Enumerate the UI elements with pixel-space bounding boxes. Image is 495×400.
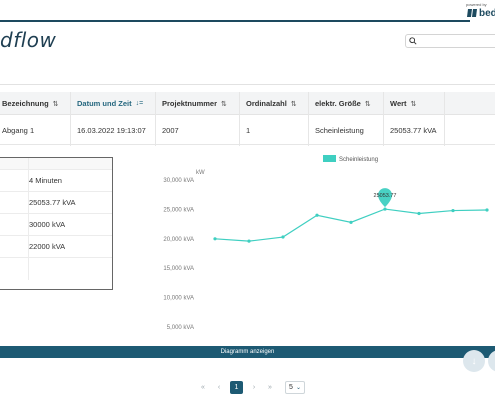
- cell-datum-und-zeit: 16.03.2022 19:13:07: [77, 125, 146, 135]
- brand-mark-icon: [467, 9, 477, 17]
- data-point: [315, 213, 319, 217]
- col-ordinalzahl[interactable]: Ordinalzahl ⇅: [246, 92, 297, 115]
- detail-value: 22000 kVA: [29, 242, 66, 251]
- detail-value: 4 Minuten: [29, 176, 62, 185]
- detail-value: 30000 kVA: [29, 220, 66, 229]
- detail-divider: [28, 236, 29, 257]
- series-line: [214, 208, 488, 242]
- next-page-button[interactable]: ›: [252, 383, 256, 391]
- detail-row: 4 Minuten: [0, 170, 112, 192]
- detail-row: 25053.77 kVA: [0, 192, 112, 214]
- table-row[interactable]: Abgang 1 16.03.2022 19:13:07 2007 1 Sche…: [0, 115, 495, 145]
- data-point: [485, 208, 489, 212]
- last-page-button[interactable]: »: [268, 383, 272, 391]
- column-divider: [155, 92, 156, 146]
- line-chart: Scheinleistung kW 5,000 kVA 10,000 kVA 15,00…: [150, 150, 495, 342]
- brand-name: bed: [479, 7, 495, 19]
- cell-bezeichnung: Abgang 1: [2, 125, 35, 135]
- y-tick-label: 15,000 kVA: [163, 266, 194, 272]
- search-input[interactable]: [419, 36, 489, 46]
- column-label: Projektnummer: [162, 99, 218, 108]
- sort-icon[interactable]: ⇅: [290, 100, 297, 108]
- prev-page-button[interactable]: ‹: [217, 383, 221, 391]
- sort-icon[interactable]: ⇅: [410, 100, 417, 108]
- y-axis-label: kW: [196, 170, 205, 176]
- col-bezeichnung[interactable]: Bezeichnung ⇅: [2, 92, 59, 115]
- col-wert[interactable]: Wert ⇅: [390, 92, 416, 115]
- detail-divider: [28, 214, 29, 235]
- sort-icon[interactable]: ⇅: [364, 100, 371, 108]
- column-divider: [308, 92, 309, 146]
- detail-panel: 4 Minuten 25053.77 kVA 30000 kVA 22000 k…: [0, 157, 113, 290]
- measurements-table: Bezeichnung ⇅ Datum und Zeit ↓= Projektn…: [0, 92, 495, 146]
- scroll-down-button[interactable]: ↓: [463, 350, 485, 372]
- cell-elektr-groesse: Scheinleistung: [315, 125, 364, 135]
- sort-icon[interactable]: ⇅: [221, 100, 227, 108]
- powered-by-text: powered by: [466, 2, 487, 7]
- col-datum-und-zeit[interactable]: Datum und Zeit ↓=: [77, 92, 143, 115]
- detail-divider: [28, 192, 29, 213]
- y-tick-label: 25,000 kVA: [163, 207, 194, 213]
- detail-divider: [28, 158, 29, 170]
- column-divider: [70, 92, 71, 146]
- chevron-down-icon: ⌄: [295, 384, 301, 391]
- brand-logo[interactable]: bed: [467, 7, 495, 19]
- data-point: [451, 208, 455, 213]
- detail-value: 25053.77 kVA: [29, 198, 76, 207]
- detail-row: [0, 258, 112, 280]
- data-point: [281, 235, 285, 239]
- column-divider: [444, 92, 445, 146]
- detail-row: 22000 kVA: [0, 236, 112, 258]
- detail-row: [0, 158, 112, 170]
- column-label: Wert: [390, 99, 407, 108]
- data-point: [247, 239, 251, 243]
- top-bar: powered by bed: [0, 0, 495, 22]
- y-tick-label: 10,000 kVA: [163, 296, 194, 302]
- app-logo[interactable]: dflow: [0, 28, 57, 52]
- data-point: [213, 237, 217, 241]
- top-rule: [0, 20, 470, 22]
- header-divider: [0, 84, 495, 85]
- legend-swatch: [323, 155, 336, 162]
- sort-icon[interactable]: ⇅: [52, 100, 59, 108]
- column-label: Ordinalzahl: [246, 99, 287, 108]
- col-projektnummer[interactable]: Projektnummer ⇅: [162, 92, 227, 115]
- scroll-up-button[interactable]: [488, 350, 495, 372]
- show-chart-button[interactable]: Diagramm anzeigen: [0, 346, 495, 358]
- detail-divider: [28, 258, 29, 280]
- cell-ordinalzahl: 1: [246, 125, 251, 135]
- y-tick-label: 30,000 kVA: [163, 178, 194, 184]
- column-divider: [383, 92, 384, 146]
- data-point: [383, 207, 387, 211]
- chart-canvas: Scheinleistung kW 5,000 kVA 10,000 kVA 15,00…: [163, 155, 489, 331]
- legend-label: Scheinleistung: [339, 157, 378, 163]
- sort-desc-icon[interactable]: ↓=: [135, 100, 144, 107]
- cell-wert: 25053.77 kVA: [390, 125, 437, 135]
- first-page-button[interactable]: «: [201, 383, 205, 391]
- y-tick-label: 20,000 kVA: [163, 237, 194, 243]
- search-box[interactable]: [405, 34, 495, 48]
- data-point: [349, 220, 353, 224]
- tooltip-pin-icon: [378, 188, 392, 208]
- page-size-value: 5: [289, 383, 293, 391]
- column-label: Bezeichnung: [2, 99, 49, 108]
- pagination: « ‹ 1 › » 5 ⌄: [198, 380, 305, 394]
- arrow-down-icon: ↓: [471, 355, 477, 367]
- show-chart-label: Diagramm anzeigen: [220, 349, 275, 355]
- column-divider: [239, 92, 240, 146]
- detail-row: 30000 kVA: [0, 214, 112, 236]
- detail-divider: [28, 170, 29, 191]
- tooltip-label: 25053.77: [374, 193, 397, 199]
- y-tick-label: 5,000 kVA: [167, 325, 194, 331]
- column-label: elektr. Größe: [315, 99, 361, 108]
- current-page-button[interactable]: 1: [230, 380, 243, 394]
- cell-projektnummer: 2007: [162, 125, 179, 135]
- table-header: Bezeichnung ⇅ Datum und Zeit ↓= Projektn…: [0, 92, 495, 115]
- column-label: Datum und Zeit: [77, 99, 132, 108]
- search-icon: [409, 37, 417, 45]
- col-elektr-groesse[interactable]: elektr. Größe ⇅: [315, 92, 371, 115]
- data-point: [417, 211, 421, 216]
- page-size-select[interactable]: 5 ⌄: [285, 380, 305, 394]
